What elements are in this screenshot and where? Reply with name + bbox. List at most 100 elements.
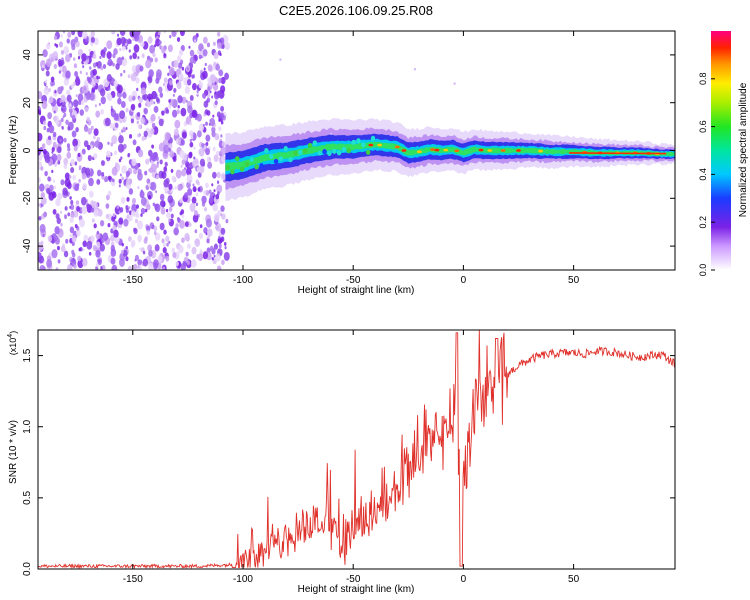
noise-blob bbox=[194, 210, 198, 216]
noise-blob bbox=[53, 185, 57, 190]
noise-blob bbox=[46, 128, 50, 133]
noise-blob bbox=[105, 203, 110, 209]
noise-blob bbox=[150, 181, 157, 191]
noise-blob bbox=[67, 126, 71, 131]
noise-blob bbox=[96, 61, 102, 69]
noise-blob bbox=[85, 72, 88, 76]
noise-blob bbox=[107, 141, 110, 145]
y-tick-label: 40 bbox=[22, 49, 33, 61]
noise-blob bbox=[82, 183, 87, 190]
noise-blob bbox=[63, 157, 69, 165]
signal-blob bbox=[298, 149, 303, 156]
noise-blob bbox=[215, 253, 221, 262]
noise-blob bbox=[77, 255, 82, 262]
noise-blob bbox=[219, 52, 222, 57]
noise-blob bbox=[190, 259, 197, 268]
noise-blob bbox=[53, 35, 58, 41]
spectrogram-ylabel: Frequency (Hz) bbox=[8, 116, 19, 185]
noise-blob bbox=[94, 104, 97, 108]
signal-blob bbox=[264, 147, 269, 154]
noise-blob bbox=[70, 38, 76, 47]
noise-blob bbox=[189, 130, 194, 137]
noise-blob bbox=[38, 132, 43, 142]
noise-blob bbox=[201, 142, 205, 148]
noise-blob bbox=[162, 247, 167, 254]
noise-blob bbox=[205, 182, 209, 189]
noise-blob bbox=[136, 112, 141, 117]
noise-blob bbox=[188, 151, 193, 157]
y-tick-label: -40 bbox=[22, 238, 33, 253]
noise-blob bbox=[106, 51, 112, 60]
noise-blob bbox=[45, 58, 52, 68]
noise-blob bbox=[216, 111, 221, 118]
noise-blob bbox=[106, 92, 112, 100]
noise-blob bbox=[104, 176, 109, 183]
noise-blob bbox=[181, 66, 185, 71]
noise-blob bbox=[126, 196, 130, 202]
signal-hotspot bbox=[416, 150, 422, 153]
noise-blob bbox=[206, 228, 213, 237]
noise-blob bbox=[195, 202, 199, 207]
noise-blob bbox=[111, 166, 118, 176]
noise-blob bbox=[120, 72, 123, 77]
noise-blob bbox=[140, 87, 147, 96]
noise-blob bbox=[198, 123, 205, 132]
figure-title: C2E5.2026.106.09.25.R08 bbox=[279, 3, 433, 18]
noise-blob bbox=[116, 204, 120, 209]
spectrogram-y-ticks: -40 -20 0 20 40 bbox=[22, 49, 675, 253]
noise-blob bbox=[144, 170, 148, 176]
noise-blob bbox=[168, 142, 173, 149]
noise-blob bbox=[60, 94, 66, 103]
signal-hotspot bbox=[487, 149, 493, 152]
noise-blob bbox=[107, 175, 111, 181]
noise-blob bbox=[168, 99, 171, 103]
noise-blob bbox=[127, 38, 132, 45]
noise-blob bbox=[173, 128, 179, 136]
noise-blob bbox=[158, 86, 163, 94]
noise-blob bbox=[81, 172, 87, 180]
noise-blob bbox=[97, 208, 103, 217]
noise-blob bbox=[203, 36, 208, 44]
noise-blob bbox=[178, 73, 184, 81]
noise-blob bbox=[163, 83, 166, 87]
noise-blob bbox=[62, 115, 65, 119]
noise-blob bbox=[223, 241, 227, 246]
noise-blob bbox=[60, 50, 64, 55]
noise-blob bbox=[82, 248, 85, 252]
noise-blob bbox=[137, 265, 140, 269]
noise-blob bbox=[78, 178, 81, 183]
noise-blob bbox=[54, 90, 57, 94]
noise-blob bbox=[86, 116, 90, 123]
signal-blob bbox=[278, 156, 284, 162]
noise-blob bbox=[203, 145, 207, 150]
noise-blob bbox=[148, 168, 151, 172]
noise-blob bbox=[117, 143, 124, 153]
noise-blob bbox=[180, 107, 187, 117]
noise-blob bbox=[51, 249, 58, 259]
noise-blob bbox=[213, 51, 219, 60]
noise-blob bbox=[206, 97, 211, 103]
noise-blob bbox=[60, 179, 65, 186]
noise-blob bbox=[67, 182, 72, 190]
noise-blob bbox=[151, 122, 156, 129]
noise-blob bbox=[195, 192, 199, 197]
noise-blob bbox=[209, 117, 216, 127]
signal-blob bbox=[230, 169, 235, 175]
noise-blob bbox=[96, 179, 101, 185]
noise-blob bbox=[145, 158, 150, 165]
noise-blob bbox=[85, 92, 92, 101]
noise-blob bbox=[70, 158, 75, 166]
noise-blob bbox=[134, 218, 139, 224]
noise-blob bbox=[78, 167, 81, 171]
noise-blob bbox=[88, 190, 94, 198]
noise-blob bbox=[51, 80, 55, 86]
noise-blob bbox=[139, 65, 144, 72]
noise-blob bbox=[220, 134, 223, 138]
noise-blob bbox=[119, 258, 125, 267]
noise-blob bbox=[128, 95, 133, 102]
noise-blob bbox=[59, 66, 63, 71]
noise-blob bbox=[91, 87, 96, 93]
noise-blob bbox=[224, 42, 231, 50]
noise-blob bbox=[82, 240, 87, 248]
noise-blob bbox=[121, 165, 127, 174]
